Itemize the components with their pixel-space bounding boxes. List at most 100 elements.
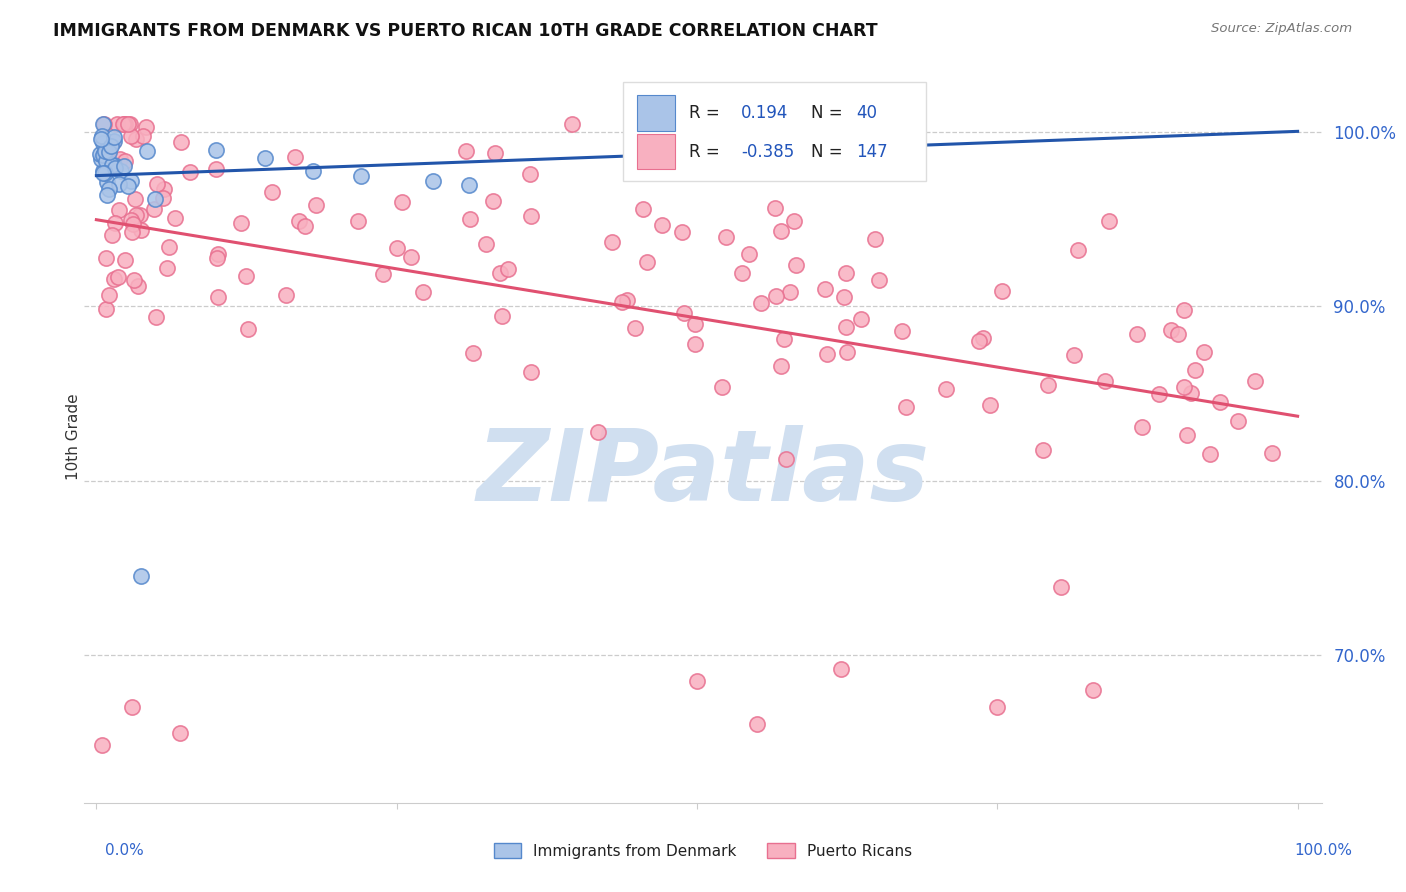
- Point: [561, 117, 583, 131]
- Point: [769, 359, 792, 373]
- Text: 40: 40: [856, 104, 877, 122]
- Point: [986, 700, 1008, 714]
- Text: N =: N =: [811, 143, 842, 161]
- Point: [156, 260, 179, 275]
- Point: [1226, 414, 1249, 428]
- Point: [107, 269, 129, 284]
- Point: [1175, 427, 1198, 442]
- Y-axis label: 10th Grade: 10th Grade: [66, 393, 80, 481]
- Point: [935, 382, 957, 396]
- Point: [751, 296, 773, 310]
- Point: [207, 251, 229, 265]
- Point: [1180, 386, 1202, 401]
- Point: [1192, 345, 1215, 359]
- Point: [207, 290, 229, 304]
- Point: [458, 211, 481, 226]
- Point: [122, 272, 145, 286]
- Text: 0.194: 0.194: [741, 104, 789, 122]
- Point: [121, 225, 143, 239]
- Point: [129, 569, 152, 583]
- Point: [94, 252, 117, 266]
- Point: [120, 173, 142, 187]
- Point: [775, 451, 797, 466]
- Point: [100, 138, 122, 153]
- Point: [91, 117, 114, 131]
- Point: [98, 145, 121, 159]
- Point: [253, 152, 276, 166]
- Point: [461, 346, 484, 360]
- Point: [610, 295, 633, 310]
- Point: [90, 152, 112, 166]
- Point: [120, 213, 142, 227]
- Point: [112, 117, 135, 131]
- Point: [1243, 374, 1265, 388]
- Point: [93, 147, 115, 161]
- Point: [94, 302, 117, 317]
- Point: [146, 177, 169, 191]
- Point: [103, 157, 125, 171]
- Point: [1063, 348, 1085, 362]
- Point: [101, 227, 124, 242]
- Point: [235, 269, 257, 284]
- Point: [967, 334, 990, 349]
- Point: [391, 194, 413, 209]
- Point: [903, 127, 925, 141]
- Text: R =: R =: [689, 104, 720, 122]
- Point: [96, 176, 118, 190]
- Point: [457, 178, 479, 192]
- Point: [91, 136, 114, 150]
- Point: [1261, 446, 1284, 460]
- Point: [868, 273, 890, 287]
- Point: [484, 146, 506, 161]
- Point: [104, 216, 127, 230]
- Point: [851, 311, 873, 326]
- Point: [616, 293, 638, 307]
- Point: [103, 135, 125, 149]
- Point: [586, 425, 609, 439]
- Point: [894, 401, 917, 415]
- Text: Source: ZipAtlas.com: Source: ZipAtlas.com: [1212, 22, 1353, 36]
- Point: [125, 131, 148, 145]
- Point: [520, 209, 543, 223]
- Point: [835, 266, 858, 280]
- Point: [731, 266, 754, 280]
- Point: [782, 214, 804, 228]
- Point: [91, 129, 114, 144]
- FancyBboxPatch shape: [623, 82, 925, 181]
- Point: [103, 272, 125, 286]
- Point: [385, 241, 408, 255]
- Point: [1094, 374, 1116, 388]
- Point: [103, 134, 125, 148]
- Point: [110, 164, 132, 178]
- Point: [157, 240, 180, 254]
- Point: [1050, 581, 1073, 595]
- Point: [136, 144, 159, 158]
- Point: [991, 284, 1014, 298]
- Point: [835, 320, 858, 334]
- Text: 100.0%: 100.0%: [1295, 843, 1353, 858]
- Point: [1173, 380, 1195, 394]
- Point: [121, 217, 143, 231]
- Point: [498, 261, 520, 276]
- Point: [519, 365, 541, 379]
- Point: [763, 201, 786, 215]
- Point: [205, 161, 228, 176]
- Bar: [637, 135, 675, 169]
- Point: [112, 160, 135, 174]
- Point: [835, 344, 858, 359]
- Point: [346, 214, 368, 228]
- Point: [636, 254, 658, 268]
- Point: [117, 179, 139, 194]
- Point: [401, 251, 423, 265]
- Point: [169, 726, 191, 740]
- Point: [738, 246, 761, 260]
- Point: [294, 219, 316, 233]
- Point: [474, 236, 496, 251]
- Point: [1160, 323, 1182, 337]
- Point: [169, 135, 191, 149]
- Point: [94, 153, 117, 168]
- Point: [105, 117, 128, 131]
- Point: [93, 165, 115, 179]
- Point: [132, 129, 155, 144]
- Point: [107, 203, 129, 218]
